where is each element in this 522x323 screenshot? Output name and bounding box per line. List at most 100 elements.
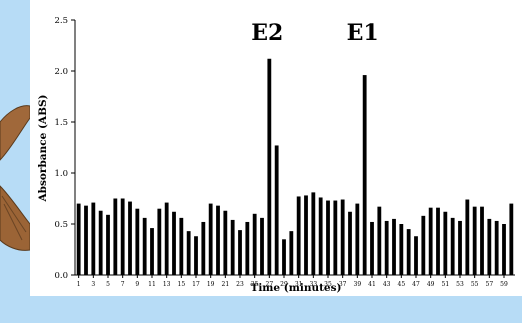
- x-tick-label: 25: [251, 281, 259, 288]
- bar: [201, 221, 206, 275]
- bar: [406, 229, 411, 275]
- bar: [421, 215, 426, 275]
- bar: [76, 203, 81, 275]
- x-tick-label: 43: [383, 281, 391, 288]
- bar: [465, 199, 470, 275]
- x-tick-label: 57: [486, 281, 494, 288]
- bar: [135, 208, 140, 275]
- bar: [362, 75, 367, 275]
- x-tick-label: 59: [500, 281, 508, 288]
- y-tick-label: 0.0: [54, 271, 68, 281]
- bar: [296, 196, 301, 275]
- x-tick-label: 3: [91, 281, 95, 288]
- moth-wing-icon: [0, 105, 31, 251]
- bar: [230, 219, 235, 275]
- y-axis-label: Absorbance (ABS): [37, 95, 49, 203]
- bar: [494, 220, 499, 275]
- bar: [252, 213, 257, 275]
- bar: [274, 145, 279, 275]
- bars: [76, 58, 514, 276]
- bar: [509, 203, 514, 275]
- x-tick-label: 45: [398, 281, 406, 288]
- x-ticks: 1 3 5 7 9 11 13 15 17 19 21 23 25 27 29 31 33 35 37 39 41 43 4…: [77, 275, 508, 288]
- x-tick-label: 53: [456, 281, 464, 288]
- x-tick-label: 27: [266, 281, 274, 288]
- bar: [502, 224, 506, 275]
- bar: [120, 198, 125, 275]
- bar: [436, 207, 440, 275]
- bar: [142, 217, 147, 275]
- bar: [340, 199, 345, 275]
- peak-annotation: E1: [347, 20, 379, 46]
- bar: [487, 218, 492, 275]
- bar: [458, 220, 462, 275]
- bar: [208, 203, 213, 275]
- bar: [311, 192, 316, 275]
- bar: [91, 202, 96, 275]
- x-tick-label: 37: [339, 281, 347, 288]
- x-tick-label: 5: [106, 281, 110, 288]
- x-tick-label: 19: [207, 281, 215, 288]
- bar: [392, 218, 396, 275]
- bar: [194, 236, 198, 275]
- bar: [238, 230, 242, 275]
- x-tick-label: 35: [324, 281, 332, 288]
- bar: [98, 210, 103, 275]
- x-tick-label: 21: [222, 281, 230, 288]
- bar: [443, 211, 448, 275]
- bar: [128, 201, 132, 275]
- bar: [370, 221, 374, 275]
- bar: [164, 202, 169, 275]
- bar: [150, 228, 154, 275]
- y-tick-label: 0.5: [54, 220, 68, 230]
- x-tick-label: 55: [471, 281, 479, 288]
- bar: [472, 206, 477, 275]
- x-axis-label: Time (minutes): [251, 282, 342, 294]
- x-tick-label: 13: [163, 281, 171, 288]
- y-tick-label: 1.5: [54, 118, 68, 128]
- bar: [113, 198, 118, 275]
- bar: [384, 220, 389, 275]
- bar: [260, 217, 264, 275]
- bar: [223, 210, 228, 275]
- bar: [245, 221, 250, 275]
- y-tick-label: 2.0: [54, 67, 68, 77]
- x-tick-label: 1: [77, 281, 81, 288]
- x-tick-label: 9: [135, 281, 139, 288]
- bar: [267, 58, 272, 276]
- y-ticks: 0.0 0.5 1.0 1.5 2.0 2.5: [54, 16, 75, 281]
- bar: [428, 207, 433, 275]
- x-tick-label: 47: [412, 281, 420, 288]
- bar: [377, 206, 382, 275]
- x-tick-label: 31: [295, 281, 303, 288]
- bar: [282, 239, 286, 275]
- bar: [399, 224, 404, 275]
- bar: [414, 236, 418, 275]
- x-tick-label: 41: [368, 281, 376, 288]
- x-tick-label: 39: [354, 281, 362, 288]
- x-tick-label: 11: [148, 281, 156, 288]
- bar: [157, 208, 162, 275]
- x-tick-label: 15: [178, 281, 186, 288]
- bar: [186, 231, 191, 275]
- bar: [318, 197, 323, 275]
- bar: [216, 205, 220, 275]
- x-tick-label: 23: [236, 281, 244, 288]
- x-tick-label: 7: [121, 281, 125, 288]
- annotations: E2 E1: [251, 20, 378, 46]
- x-tick-label: 29: [280, 281, 288, 288]
- bar: [304, 195, 308, 275]
- y-tick-label: 1.0: [54, 169, 68, 179]
- bar: [355, 203, 360, 275]
- bar: [179, 217, 184, 275]
- bar: [450, 217, 455, 275]
- bar: [348, 211, 352, 275]
- x-tick-label: 17: [192, 281, 200, 288]
- peak-annotation: E2: [251, 20, 283, 46]
- bar: [326, 200, 330, 275]
- bar: [84, 205, 88, 275]
- bar: [333, 200, 338, 275]
- x-tick-label: 49: [427, 281, 435, 288]
- bar: [106, 214, 110, 275]
